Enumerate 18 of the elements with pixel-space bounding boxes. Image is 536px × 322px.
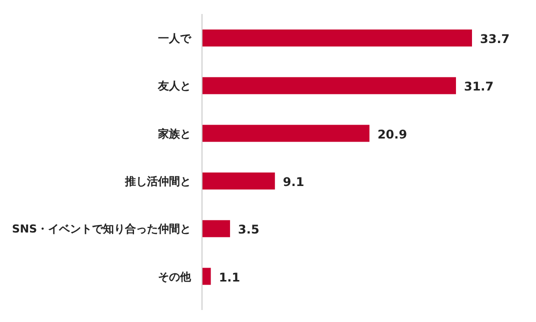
- data-label: 3.5: [238, 222, 260, 237]
- data-label: 9.1: [282, 175, 304, 189]
- data-label: 20.9: [377, 127, 408, 142]
- bar: [202, 30, 472, 46]
- bar: [202, 220, 230, 238]
- y-tick-label: 推し活仲間と: [124, 175, 191, 188]
- y-tick-label: 一人で: [158, 32, 192, 45]
- y-tick-label: 家族と: [157, 127, 191, 140]
- data-label: 31.7: [464, 80, 494, 94]
- data-label: 1.1: [218, 270, 240, 284]
- y-tick-label: その他: [158, 270, 192, 284]
- data-label: 33.7: [480, 32, 510, 46]
- bar: [202, 77, 456, 94]
- bar: [202, 124, 370, 142]
- y-tick-label: SNS・イベントで知り合った仲間と: [12, 222, 191, 236]
- bar: [202, 268, 211, 285]
- y-tick-label: 友人と: [157, 80, 191, 93]
- bar: [202, 172, 275, 190]
